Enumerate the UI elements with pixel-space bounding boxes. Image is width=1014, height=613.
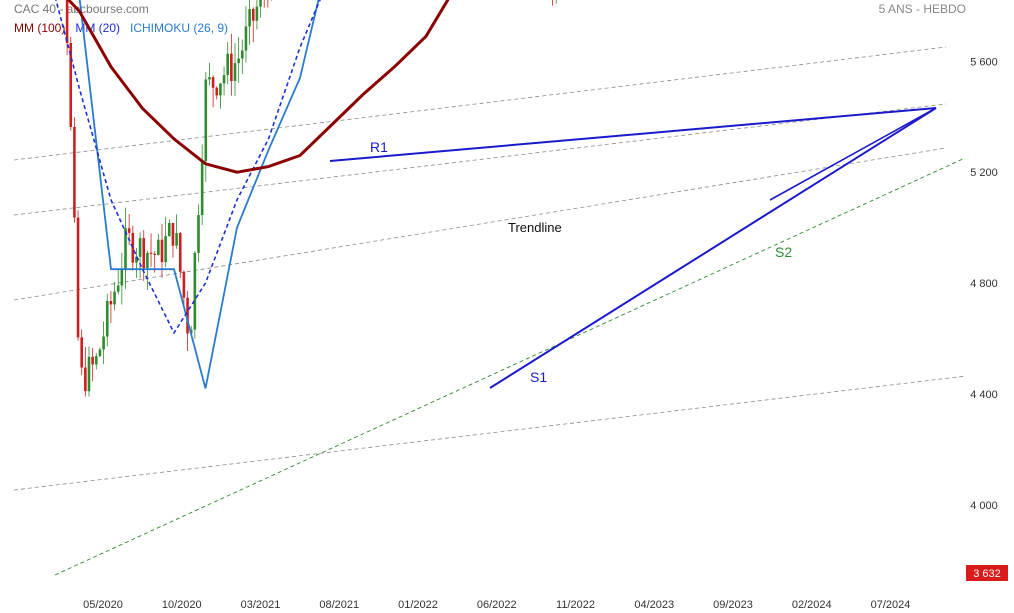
legend-item: ICHIMOKU (26, 9) bbox=[130, 21, 229, 35]
candle-body bbox=[197, 215, 200, 253]
price-tag bbox=[966, 565, 1008, 581]
candle-body bbox=[91, 356, 94, 365]
candle-body bbox=[76, 217, 80, 338]
candle-body bbox=[193, 252, 197, 330]
channel-line bbox=[13, 375, 967, 491]
price-tag-label: 3 632 bbox=[973, 568, 1001, 580]
candle-body bbox=[73, 126, 76, 218]
candle-body bbox=[95, 356, 98, 365]
candle-body bbox=[153, 253, 156, 255]
candle-body bbox=[175, 233, 178, 246]
candle-body bbox=[178, 233, 182, 272]
chart-period: 5 ANS - HEBDO bbox=[878, 2, 966, 16]
x-tick-label: 08/2021 bbox=[319, 599, 359, 611]
candle-body bbox=[168, 223, 171, 237]
candle-body bbox=[120, 269, 124, 286]
candle-body bbox=[157, 239, 160, 255]
candle-body bbox=[215, 87, 219, 96]
candle-body bbox=[255, 6, 259, 21]
candle-body bbox=[230, 53, 233, 81]
candle-body bbox=[105, 301, 109, 337]
candle-body bbox=[204, 79, 208, 162]
channel-line bbox=[13, 147, 947, 301]
candle-body bbox=[98, 349, 102, 357]
candle-body bbox=[244, 26, 248, 51]
candle-body bbox=[222, 75, 226, 84]
candle-body bbox=[84, 367, 87, 392]
candle-body bbox=[251, 8, 255, 21]
mm100-line bbox=[66, 0, 450, 174]
candle-body bbox=[219, 83, 222, 96]
trendline-r1 bbox=[329, 107, 937, 162]
candle-body bbox=[149, 252, 153, 254]
candle-body bbox=[211, 77, 215, 88]
candle-body bbox=[259, 0, 262, 7]
annotation-label: S2 bbox=[775, 244, 792, 260]
candle-body bbox=[127, 228, 131, 233]
trendline-short bbox=[769, 107, 937, 201]
x-tick-label: 03/2021 bbox=[241, 599, 281, 611]
y-tick-label: 5 200 bbox=[970, 167, 998, 179]
candle-body bbox=[182, 271, 186, 298]
candle-body bbox=[226, 53, 229, 76]
x-tick-label: 10/2020 bbox=[162, 599, 202, 611]
candle-body bbox=[171, 223, 175, 246]
candle-body bbox=[233, 63, 237, 81]
x-tick-label: 02/2024 bbox=[792, 599, 832, 611]
y-tick-label: 4 000 bbox=[970, 500, 998, 512]
x-tick-label: 07/2024 bbox=[871, 599, 911, 611]
x-tick-label: 01/2022 bbox=[398, 599, 438, 611]
annotation-label: S1 bbox=[530, 369, 547, 385]
y-tick-label: 4 400 bbox=[970, 389, 998, 401]
candle-body bbox=[241, 50, 244, 59]
candle-body bbox=[186, 297, 189, 334]
candle-body bbox=[80, 337, 83, 368]
annotation-label: Trendline bbox=[508, 220, 562, 235]
x-tick-label: 11/2022 bbox=[556, 599, 595, 611]
x-tick-label: 06/2022 bbox=[477, 599, 517, 611]
candle-body bbox=[142, 238, 146, 269]
trendline-s1 bbox=[489, 107, 937, 389]
candle-body bbox=[109, 301, 113, 305]
candle-body bbox=[135, 256, 138, 263]
candles bbox=[65, 0, 557, 397]
ichimoku-line bbox=[78, 0, 320, 389]
candle-body bbox=[146, 252, 149, 269]
y-tick-label: 5 600 bbox=[970, 56, 998, 68]
candle-body bbox=[237, 58, 240, 64]
candle-body bbox=[65, 0, 69, 43]
annotation-label: R1 bbox=[370, 139, 388, 155]
candle-body bbox=[69, 42, 73, 127]
candle-body bbox=[87, 356, 91, 392]
channel-line bbox=[13, 46, 947, 161]
x-tick-label: 04/2023 bbox=[634, 599, 674, 611]
candle-body bbox=[116, 285, 120, 292]
candle-body bbox=[113, 291, 116, 305]
legend-item: MM (100) bbox=[14, 21, 66, 35]
candle-body bbox=[138, 238, 142, 257]
candle-body bbox=[164, 236, 167, 263]
support-line-s2 bbox=[54, 157, 966, 576]
mm20-line bbox=[55, 0, 321, 335]
x-tick-label: 05/2020 bbox=[83, 599, 123, 611]
candle-body bbox=[131, 232, 135, 263]
candle-body bbox=[124, 228, 127, 270]
x-tick-label: 09/2023 bbox=[713, 599, 753, 611]
candle-body bbox=[102, 336, 105, 350]
y-tick-label: 4 800 bbox=[970, 278, 998, 290]
candle-body bbox=[248, 8, 251, 27]
candle-body bbox=[208, 77, 211, 80]
candle-body bbox=[200, 161, 204, 216]
candle-body bbox=[160, 239, 164, 263]
channel-line bbox=[13, 103, 947, 216]
